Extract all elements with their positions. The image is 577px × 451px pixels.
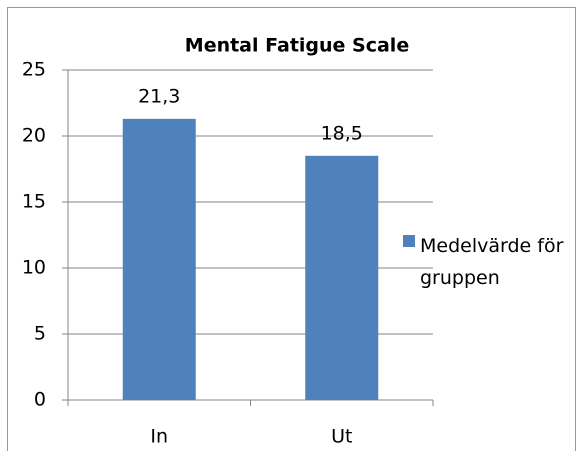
chart-border <box>7 7 576 451</box>
x-tick-label: In <box>150 426 168 448</box>
y-tick-label: 0 <box>34 389 46 411</box>
legend-swatch <box>403 235 415 247</box>
chart-title: Mental Fatigue Scale <box>185 35 409 57</box>
data-label: 18,5 <box>321 122 363 144</box>
bar <box>305 155 379 400</box>
y-tick-label: 10 <box>22 257 46 279</box>
data-label: 21,3 <box>138 85 180 107</box>
y-tick-label: 25 <box>22 59 46 81</box>
bar <box>122 118 196 400</box>
y-tick-label: 5 <box>34 323 46 345</box>
legend-label: Medelvärde för gruppen <box>420 235 564 289</box>
x-tick-label: Ut <box>331 426 352 448</box>
y-tick-label: 20 <box>22 125 46 147</box>
y-tick-label: 15 <box>22 191 46 213</box>
